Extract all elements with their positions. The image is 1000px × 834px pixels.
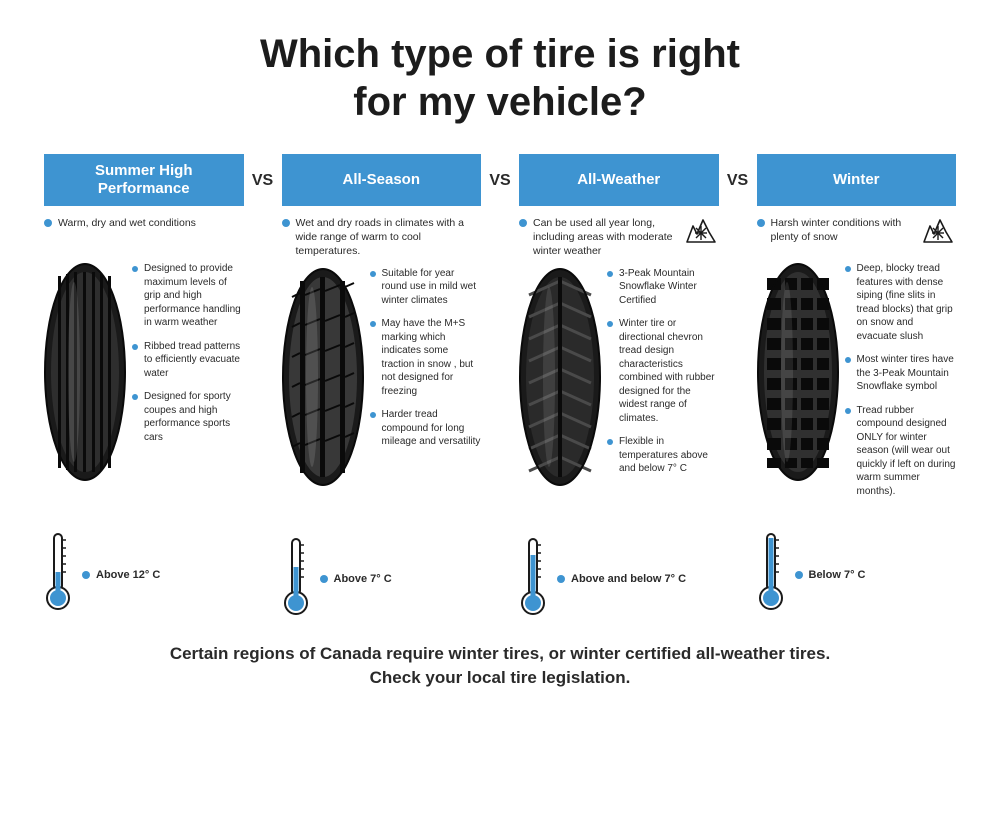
temp-text: Above and below 7° C: [571, 573, 686, 585]
bullet-item: Suitable for year round use in mild wet …: [370, 267, 482, 308]
footer-line2: Check your local tire legislation.: [370, 668, 631, 687]
col-summer: Summer High Performance Warm, dry and we…: [40, 154, 248, 622]
badge-allweather: All-Weather: [519, 154, 719, 206]
title-line2: for my vehicle?: [353, 80, 646, 124]
badge-allseason: All-Season: [282, 154, 482, 206]
bullet-item: May have the M+S marking which indicates…: [370, 317, 482, 398]
temp-label: Above 12° C: [82, 569, 160, 581]
page-title: Which type of tire is right for my vehic…: [40, 30, 960, 126]
snowflake-mountain-icon: [683, 212, 719, 252]
bullets-summer: Designed to provide maximum levels of gr…: [132, 262, 244, 454]
subhead-allweather: Can be used all year long, including are…: [519, 206, 719, 267]
vs-separator: VS: [248, 154, 278, 622]
bullet-item: Most winter tires have the 3-Peak Mounta…: [845, 353, 957, 394]
bullet-item: Tread rubber compound designed ONLY for …: [845, 404, 957, 499]
tire-grooved-icon: [282, 267, 364, 487]
temp-row: Above 7° C: [282, 527, 482, 622]
temp-text: Above 12° C: [96, 569, 160, 581]
bullet-dot: [519, 219, 527, 227]
temp-text: Below 7° C: [809, 569, 866, 581]
bullet-item: Harder tread compound for long mileage a…: [370, 408, 482, 449]
vs-separator: VS: [485, 154, 515, 622]
bullet-dot: [82, 571, 90, 579]
temp-row: Below 7° C: [757, 522, 957, 617]
tire-row: Deep, blocky tread features with dense s…: [757, 262, 957, 522]
bullets-winter: Deep, blocky tread features with dense s…: [845, 262, 957, 508]
bullet-dot: [795, 571, 803, 579]
subhead-allseason: Wet and dry roads in climates with a wid…: [282, 206, 482, 267]
bullet-dot: [557, 575, 565, 583]
bullet-item: Winter tire or directional chevron tread…: [607, 317, 719, 425]
thermometer-icon: [519, 537, 547, 622]
temp-row: Above 12° C: [44, 522, 244, 617]
temp-row: Above and below 7° C: [519, 527, 719, 622]
bullets-allweather: 3-Peak Mountain Snowflake Winter Certifi…: [607, 267, 719, 486]
tire-row: Designed to provide maximum levels of gr…: [44, 262, 244, 522]
thermometer-icon: [44, 532, 72, 617]
bullet-dot: [757, 219, 765, 227]
bullets-allseason: Suitable for year round use in mild wet …: [370, 267, 482, 459]
temp-label: Below 7° C: [795, 569, 866, 581]
snowflake-mountain-icon: [920, 212, 956, 252]
comparison-columns: Summer High Performance Warm, dry and we…: [40, 154, 960, 622]
col-winter: Winter Harsh winter conditions with plen…: [753, 154, 961, 622]
subhead-text: Warm, dry and wet conditions: [58, 216, 196, 230]
bullet-dot: [320, 575, 328, 583]
tire-chevron-icon: [519, 267, 601, 487]
thermometer-icon: [757, 532, 785, 617]
col-allseason: All-Season Wet and dry roads in climates…: [278, 154, 486, 622]
bullet-dot: [44, 219, 52, 227]
thermometer-icon: [282, 537, 310, 622]
tire-row: 3-Peak Mountain Snowflake Winter Certifi…: [519, 267, 719, 527]
temp-label: Above and below 7° C: [557, 573, 686, 585]
footer-line1: Certain regions of Canada require winter…: [170, 644, 830, 663]
vs-separator: VS: [723, 154, 753, 622]
tire-ribbed-icon: [44, 262, 126, 482]
title-line1: Which type of tire is right: [260, 32, 740, 76]
col-allweather: All-Weather Can be used all year long, i…: [515, 154, 723, 622]
bullet-item: Ribbed tread patterns to efficiently eva…: [132, 340, 244, 381]
temp-text: Above 7° C: [334, 573, 392, 585]
subhead-summer: Warm, dry and wet conditions: [44, 206, 244, 262]
bullet-item: 3-Peak Mountain Snowflake Winter Certifi…: [607, 267, 719, 308]
tire-blocky-icon: [757, 262, 839, 482]
bullet-item: Flexible in temperatures above and below…: [607, 435, 719, 476]
bullet-item: Designed for sporty coupes and high perf…: [132, 390, 244, 444]
badge-summer: Summer High Performance: [44, 154, 244, 206]
subhead-winter: Harsh winter conditions with plenty of s…: [757, 206, 957, 262]
temp-label: Above 7° C: [320, 573, 392, 585]
bullet-dot: [282, 219, 290, 227]
bullet-item: Designed to provide maximum levels of gr…: [132, 262, 244, 330]
subhead-text: Wet and dry roads in climates with a wid…: [296, 216, 482, 259]
bullet-item: Deep, blocky tread features with dense s…: [845, 262, 957, 343]
footer-note: Certain regions of Canada require winter…: [40, 642, 960, 691]
tire-row: Suitable for year round use in mild wet …: [282, 267, 482, 527]
badge-winter: Winter: [757, 154, 957, 206]
